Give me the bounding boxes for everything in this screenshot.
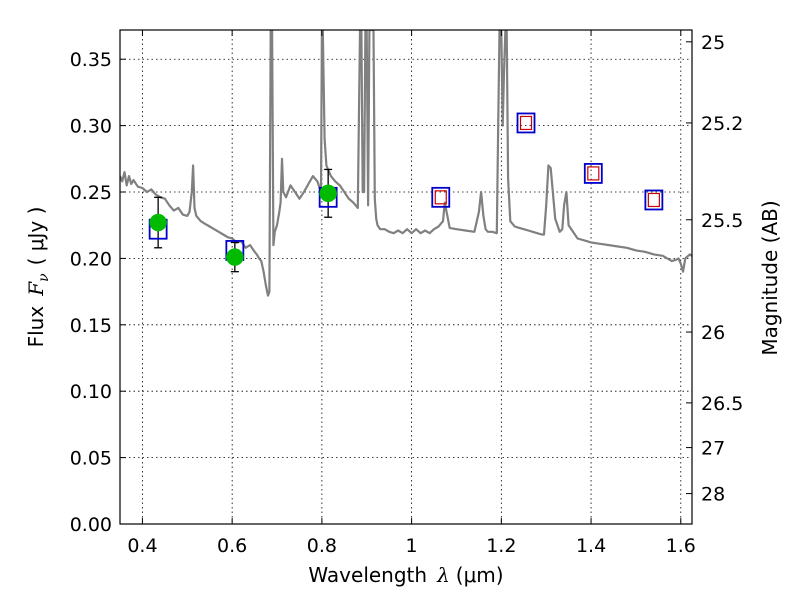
- x-tick-label: 1: [406, 535, 418, 557]
- y2-tick-label: 28: [701, 484, 725, 506]
- y-tick-label: 0.20: [70, 248, 112, 270]
- y-tick-label: 0.05: [70, 448, 112, 470]
- x-axis-label-text: Wavelength: [308, 563, 427, 587]
- x-axis-label: Wavelength λ (μm): [308, 563, 503, 587]
- x-axis-label-symbol: λ: [436, 563, 450, 587]
- x-tick-label: 1.4: [576, 535, 606, 557]
- y2-axis-label: Magnitude (AB): [758, 200, 782, 355]
- spectrum-line: [120, 30, 692, 297]
- unobserved-band-box: [587, 166, 600, 181]
- x-tick-label: 0.4: [127, 535, 157, 557]
- x-tick-label: 1.6: [666, 535, 696, 557]
- model-flux-box: [583, 163, 603, 184]
- observed-point: [226, 248, 244, 266]
- y2-tick-label: 25.2: [701, 113, 743, 135]
- y-tick-label: 0.10: [70, 381, 112, 403]
- y-axis-label-subscript: ν: [36, 273, 52, 282]
- model-flux-box: [644, 189, 664, 211]
- y2-tick-label: 27: [701, 438, 725, 460]
- y-axis-label: Flux Fν ( μJy ): [24, 207, 52, 348]
- axis-ticks: [120, 30, 692, 525]
- y-tick-label: 0.00: [70, 514, 112, 536]
- data-markers: [148, 112, 664, 266]
- y2-tick-label: 25.5: [701, 210, 743, 232]
- y2-tick-label: 25: [701, 32, 725, 54]
- y2-tick-label: 26: [701, 322, 725, 344]
- unobserved-band-box: [519, 115, 533, 131]
- y-axis-label-text: Flux: [24, 306, 48, 348]
- plot-background: [120, 30, 692, 524]
- y-axis-label-unit: ( μJy ): [24, 207, 48, 266]
- x-tick-label: 1.2: [486, 535, 516, 557]
- y-tick-label: 0.15: [70, 315, 112, 337]
- model-flux-box: [431, 186, 451, 208]
- plot-frame: [119, 29, 693, 525]
- y-tick-label: 0.30: [70, 116, 112, 138]
- y-tick-label: 0.35: [70, 49, 112, 71]
- model-flux-box: [516, 112, 536, 134]
- x-axis-label-unit: (μm): [456, 563, 504, 587]
- unobserved-band-box: [647, 192, 660, 208]
- y-tick-label: 0.25: [70, 182, 112, 204]
- x-tick-label: 0.8: [307, 535, 337, 557]
- observed-point: [319, 184, 337, 203]
- unobserved-band-box: [434, 190, 447, 205]
- y-axis-label-symbol: F: [24, 281, 48, 297]
- x-tick-label: 0.6: [217, 535, 247, 557]
- observed-point: [149, 213, 167, 232]
- y2-tick-label: 26.5: [701, 393, 743, 415]
